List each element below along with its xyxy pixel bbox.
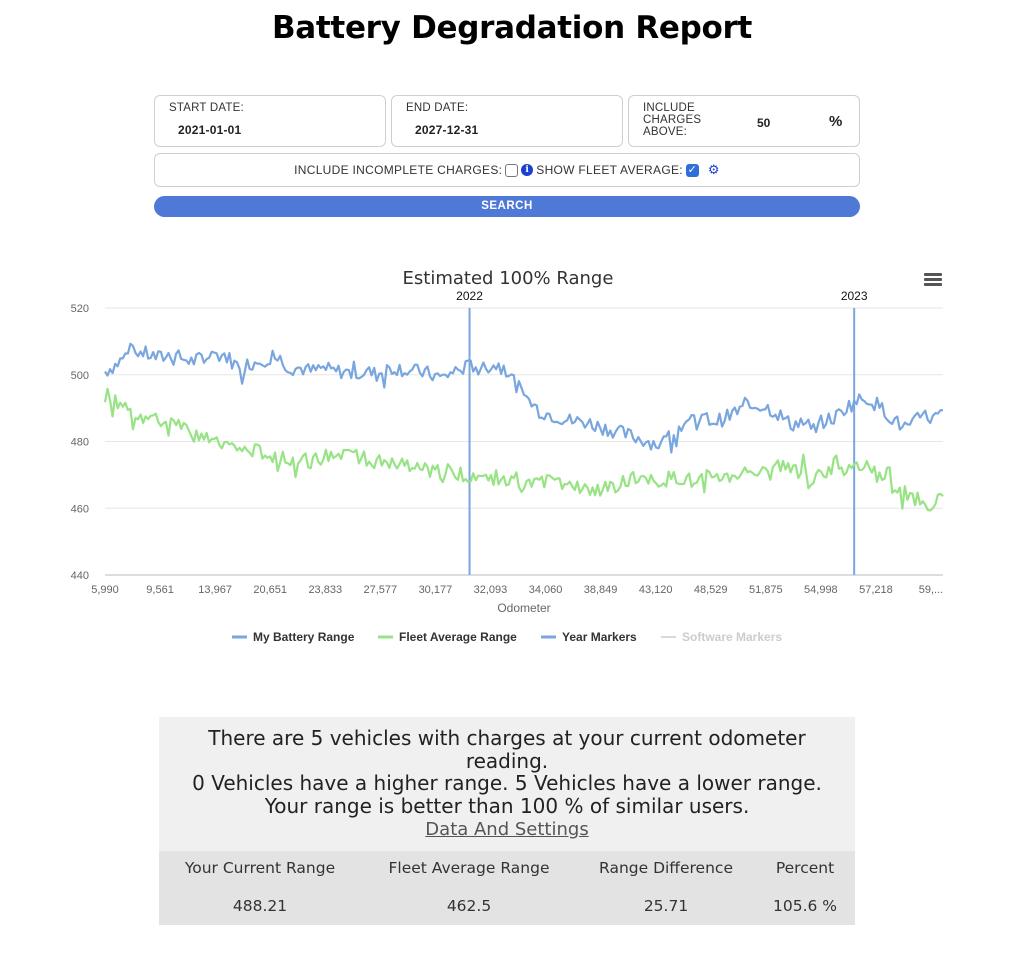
x-tick-label: 51,875 bbox=[749, 584, 783, 596]
incomplete-charges-label: INCLUDE INCOMPLETE CHARGES: bbox=[294, 163, 503, 177]
start-date-value[interactable]: 2021-01-01 bbox=[178, 123, 242, 137]
stat-value-range-difference: 25.71 bbox=[643, 897, 689, 915]
start-date-label: START DATE: bbox=[169, 102, 244, 114]
legend-item[interactable]: Software Markers bbox=[682, 630, 782, 644]
summary-line-2: reading. bbox=[465, 748, 549, 773]
end-date-value[interactable]: 2027-12-31 bbox=[415, 123, 479, 137]
legend-item[interactable]: Year Markers bbox=[562, 630, 637, 644]
stat-value-fleet-average: 462.5 bbox=[446, 897, 492, 915]
summary-panel: There are 5 vehicles with charges at you… bbox=[159, 717, 855, 925]
chart-menu-icon[interactable] bbox=[924, 273, 942, 287]
start-date-field[interactable]: START DATE: 2021-01-01 bbox=[154, 95, 386, 147]
options-row: INCLUDE INCOMPLETE CHARGES: i SHOW FLEET… bbox=[154, 153, 860, 187]
legend-item[interactable]: Fleet Average Range bbox=[399, 630, 517, 644]
stat-value-percent: 105.6 % bbox=[772, 897, 838, 915]
summary-line-1: There are 5 vehicles with charges at you… bbox=[208, 726, 806, 750]
legend-item[interactable]: My Battery Range bbox=[253, 630, 355, 644]
gear-icon[interactable]: ⚙ bbox=[707, 162, 720, 177]
x-tick-label: 48,529 bbox=[694, 584, 728, 596]
x-tick-label: 54,998 bbox=[804, 584, 838, 596]
x-tick-label: 57,218 bbox=[859, 584, 893, 596]
x-tick-label: 5,990 bbox=[91, 584, 119, 596]
fleet-average-label: SHOW FLEET AVERAGE: bbox=[536, 163, 683, 177]
incomplete-charges-checkbox[interactable] bbox=[505, 163, 519, 177]
chart-title: Estimated 100% Range bbox=[403, 268, 614, 289]
year-marker-label: 2023 bbox=[841, 289, 868, 303]
fleet-average-checkbox[interactable]: ✓ bbox=[685, 163, 699, 177]
series-line-fleet-average bbox=[103, 387, 944, 512]
x-tick-label: 38,849 bbox=[584, 584, 618, 596]
range-chart: Estimated 100% Range 440 460 480 500 520 5,990… bbox=[71, 268, 944, 644]
end-date-label: END DATE: bbox=[406, 102, 469, 114]
x-tick-label: 9,561 bbox=[146, 584, 174, 596]
stat-header-percent: Percent bbox=[775, 859, 835, 877]
series-line-my-battery bbox=[104, 342, 944, 454]
stat-header-fleet-average: Fleet Average Range bbox=[388, 859, 550, 877]
summary-line-3: 0 Vehicles have a higher range. 5 Vehicl… bbox=[192, 771, 822, 795]
threshold-label: INCLUDE CHARGES ABOVE: bbox=[643, 102, 702, 138]
x-tick-label: 23,833 bbox=[308, 584, 342, 596]
x-tick-label: 34,060 bbox=[529, 584, 563, 596]
end-date-field[interactable]: END DATE: 2027-12-31 bbox=[391, 95, 623, 147]
search-button[interactable]: SEARCH bbox=[154, 196, 860, 217]
x-axis-label: Odometer bbox=[497, 601, 550, 615]
stat-value-current-range: 488.21 bbox=[232, 897, 288, 915]
x-tick-label: 59,... bbox=[919, 584, 943, 596]
x-tick-label: 30,177 bbox=[419, 584, 453, 596]
x-tick-label: 43,120 bbox=[639, 584, 673, 596]
stats-table: Your Current Range 488.21 Fleet Average R… bbox=[159, 851, 855, 925]
year-marker-label: 2022 bbox=[456, 289, 483, 303]
y-tick-label: 440 bbox=[71, 570, 89, 582]
x-tick-label: 27,577 bbox=[364, 584, 398, 596]
x-tick-label: 13,967 bbox=[198, 584, 232, 596]
y-tick-label: 460 bbox=[71, 503, 89, 515]
stat-header-current-range: Your Current Range bbox=[184, 859, 336, 877]
data-settings-link[interactable]: Data And Settings bbox=[425, 819, 589, 840]
threshold-input[interactable]: 50 bbox=[757, 116, 771, 130]
y-tick-label: 480 bbox=[71, 437, 89, 449]
summary-text: There are 5 vehicles with charges at you… bbox=[159, 727, 855, 842]
info-icon[interactable]: i bbox=[521, 164, 534, 176]
x-tick-label: 32,093 bbox=[474, 584, 508, 596]
percent-unit: % bbox=[829, 113, 843, 130]
page-title: Battery Degradation Report bbox=[271, 10, 753, 46]
x-tick-label: 20,651 bbox=[253, 584, 287, 596]
charge-threshold-field[interactable]: INCLUDE CHARGES ABOVE: 50 % bbox=[628, 95, 860, 147]
y-tick-label: 500 bbox=[71, 370, 89, 382]
summary-line-4: Your range is better than 100 % of simil… bbox=[264, 793, 750, 818]
stat-header-range-difference: Range Difference bbox=[599, 859, 733, 877]
y-tick-label: 520 bbox=[71, 303, 89, 315]
